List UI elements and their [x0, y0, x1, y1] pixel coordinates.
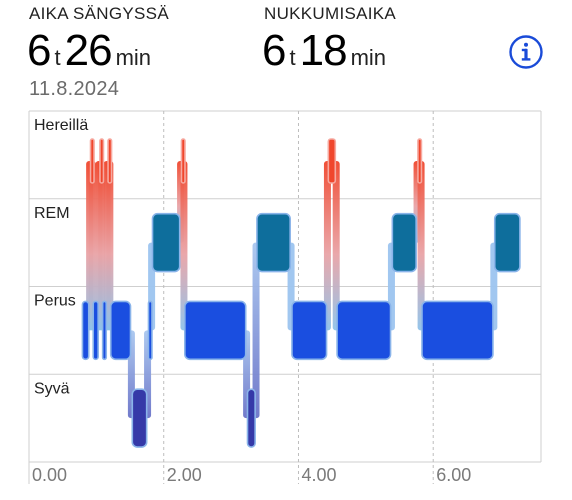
stage-block-core[interactable]	[336, 300, 392, 361]
stage-label: Syvä	[34, 380, 70, 397]
info-button[interactable]	[508, 34, 544, 70]
chart-labels: 0.00 2.00 4.00 6.00 Hereillä REM Perus Syvä	[32, 117, 471, 485]
stage-block-awake[interactable]	[417, 138, 423, 184]
stage-transition	[180, 161, 188, 331]
stage-block-core[interactable]	[147, 300, 153, 361]
stage-block-deep[interactable]	[246, 388, 256, 448]
stage-transition	[323, 161, 331, 331]
time-asleep-label: NUKKUMISAIKA	[264, 4, 397, 23]
stage-block-core[interactable]	[291, 300, 328, 361]
stage-block-deep[interactable]	[131, 388, 148, 448]
stage-label: Perus	[34, 293, 76, 310]
stage-transition	[106, 161, 114, 331]
time-in-bed-hours-unit: t	[54, 45, 61, 70]
time-in-bed-label: AIKA SÄNGYSSÄ	[29, 4, 169, 23]
stage-block-core[interactable]	[109, 300, 132, 361]
stage-block-awake[interactable]	[180, 138, 186, 184]
stage-block-rem[interactable]	[493, 212, 521, 273]
stage-block-awake[interactable]	[327, 138, 337, 184]
sleep-date: 11.8.2024	[29, 78, 120, 100]
stage-block-awake[interactable]	[107, 138, 113, 184]
stage-block-core[interactable]	[421, 300, 494, 361]
time-asleep-hours: 6	[262, 26, 287, 75]
stage-block-awake[interactable]	[89, 138, 95, 184]
stage-transition	[252, 242, 260, 419]
stage-transition	[332, 161, 340, 331]
time-asleep-hours-unit: t	[289, 45, 296, 70]
stage-label: REM	[34, 205, 70, 222]
stage-label: Hereillä	[34, 117, 88, 134]
time-asleep-minutes-unit: min	[350, 45, 387, 70]
stage-transition	[88, 161, 96, 331]
x-tick-label: 4.00	[301, 465, 336, 485]
stage-block-rem[interactable]	[256, 212, 291, 273]
time-in-bed-minutes: 26	[64, 26, 113, 75]
stage-block-core[interactable]	[81, 300, 90, 361]
time-in-bed-minutes-unit: min	[115, 45, 152, 70]
time-asleep-minutes: 18	[299, 26, 348, 75]
stage-block-rem[interactable]	[151, 212, 181, 273]
stage-block-core[interactable]	[184, 300, 247, 361]
x-tick-label: 0.00	[32, 465, 67, 485]
stage-block-core[interactable]	[101, 300, 108, 361]
stage-block-awake[interactable]	[99, 138, 105, 184]
stage-block-rem[interactable]	[391, 212, 417, 273]
x-tick-label: 2.00	[167, 465, 202, 485]
time-in-bed-hours: 6	[27, 26, 52, 75]
x-tick-label: 6.00	[436, 465, 471, 485]
time-in-bed-value: 6 t26 min	[27, 26, 151, 76]
stage-block-core[interactable]	[92, 300, 99, 361]
chart-grid	[28, 110, 542, 484]
info-circle-icon	[509, 35, 543, 69]
stage-transition	[98, 161, 106, 331]
stage-blocks	[81, 138, 521, 448]
time-asleep-value: 6 t18 min	[262, 26, 386, 76]
stage-connectors	[86, 161, 498, 419]
stage-transition	[417, 161, 425, 331]
